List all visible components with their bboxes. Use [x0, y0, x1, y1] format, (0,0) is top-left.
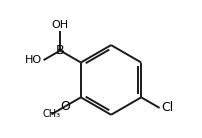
- Text: Cl: Cl: [160, 101, 172, 114]
- Text: CH₃: CH₃: [42, 109, 60, 119]
- Text: B: B: [56, 44, 64, 57]
- Text: O: O: [60, 100, 70, 113]
- Text: OH: OH: [51, 20, 68, 30]
- Text: HO: HO: [25, 55, 42, 65]
